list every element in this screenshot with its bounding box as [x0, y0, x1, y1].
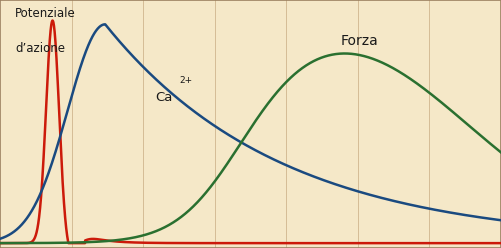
Text: Forza: Forza [341, 34, 378, 48]
Text: Potenziale: Potenziale [15, 7, 76, 20]
Text: d’azione: d’azione [15, 42, 65, 55]
Text: Ca: Ca [155, 91, 173, 104]
Text: 2+: 2+ [179, 76, 192, 85]
